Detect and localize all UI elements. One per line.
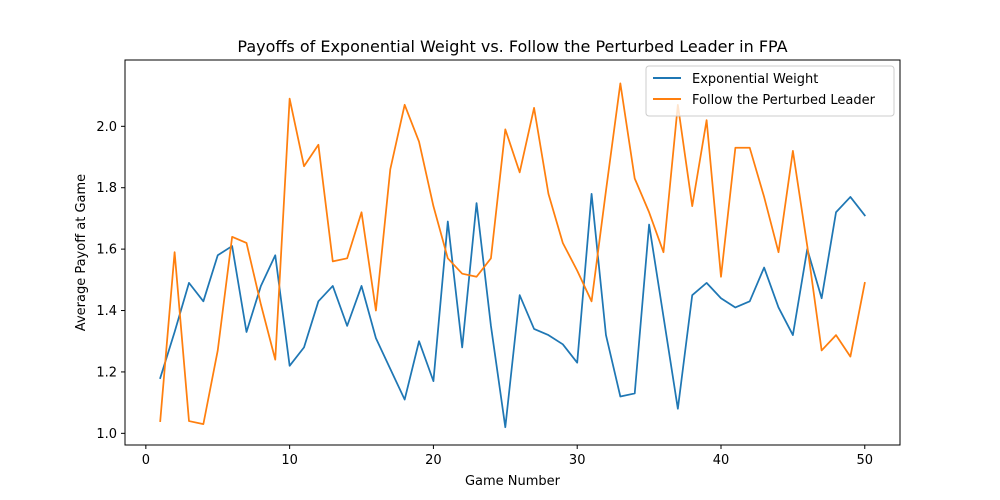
- y-tick-label: 1.6: [96, 243, 117, 258]
- x-tick-label: 30: [569, 453, 586, 468]
- x-tick-label: 20: [425, 453, 442, 468]
- chart-title: Payoffs of Exponential Weight vs. Follow…: [237, 37, 787, 56]
- y-axis-label: Average Payoff at Game: [74, 174, 89, 331]
- series-line-exponential-weight: [159, 192, 866, 429]
- series-lines: [159, 82, 866, 429]
- legend-box: [645, 65, 895, 117]
- y-tick-label: 1.0: [96, 427, 117, 442]
- y-tick-label: 1.4: [96, 304, 117, 319]
- y-tick-label: 2.0: [96, 120, 117, 135]
- x-tick-label: 0: [142, 453, 150, 468]
- x-tick-label: 40: [713, 453, 730, 468]
- legend: Exponential Weight Follow the Perturbed …: [645, 65, 895, 117]
- x-tick-label: 50: [856, 453, 873, 468]
- plot-frame: [124, 59, 901, 446]
- legend-label-exponential-weight: Exponential Weight: [692, 72, 818, 87]
- y-tick-label: 1.2: [96, 365, 117, 380]
- series-line-follow-the-perturbed-leader: [159, 82, 866, 425]
- legend-label-follow-the-perturbed-leader: Follow the Perturbed Leader: [692, 93, 876, 108]
- x-axis-label: Game Number: [465, 474, 561, 489]
- y-axis-ticks: 1.0 1.2 1.4 1.6 1.8 2.0: [96, 120, 125, 442]
- x-tick-label: 10: [281, 453, 298, 468]
- y-tick-label: 1.8: [96, 181, 117, 196]
- x-axis-ticks: 0 10 20 30 40 50: [142, 445, 873, 468]
